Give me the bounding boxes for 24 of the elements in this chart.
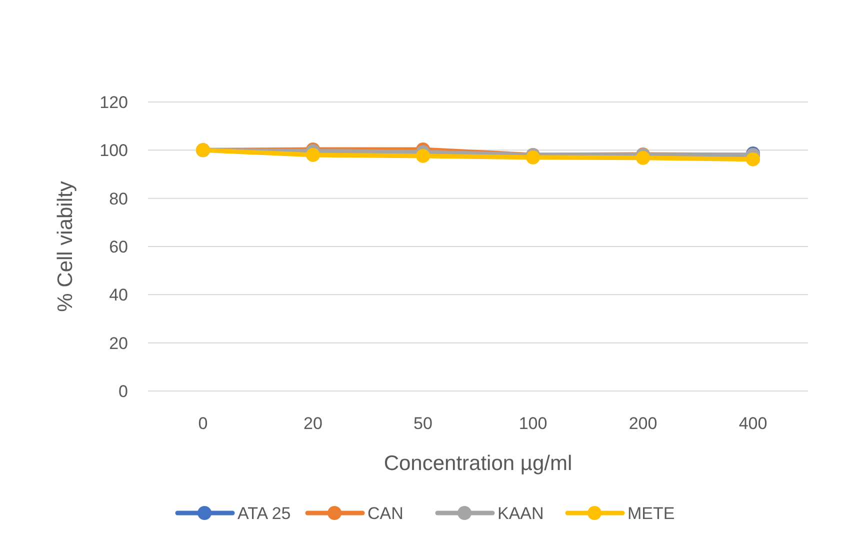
y-tick-label: 20 <box>109 334 128 353</box>
x-tick-label: 200 <box>628 414 658 433</box>
x-tick-label: 20 <box>304 414 322 433</box>
point <box>636 150 650 165</box>
legend-label: ATA 25 <box>238 504 291 523</box>
y-tick-label: 40 <box>109 286 128 305</box>
x-tick-label: 100 <box>518 414 548 433</box>
legend-label: KAAN <box>498 504 544 523</box>
y-tick-label: 80 <box>109 189 128 208</box>
x-tick-label: 50 <box>414 414 432 433</box>
legend-label: CAN <box>368 504 404 523</box>
point <box>306 148 320 162</box>
x-tick-label: 400 <box>738 414 768 433</box>
point <box>416 148 430 163</box>
point <box>526 150 540 164</box>
y-tick-label: 120 <box>100 92 128 112</box>
y-tick-label: 0 <box>118 382 128 401</box>
point <box>746 152 760 166</box>
x-axis-title: Concentration µg/ml <box>384 452 572 475</box>
y-axis-title: % Cell viabilty <box>54 180 77 312</box>
x-tick-label: 0 <box>198 414 208 433</box>
legend-label: METE <box>628 504 675 523</box>
y-tick-label: 100 <box>100 141 128 160</box>
y-tick-label: 60 <box>109 237 128 256</box>
